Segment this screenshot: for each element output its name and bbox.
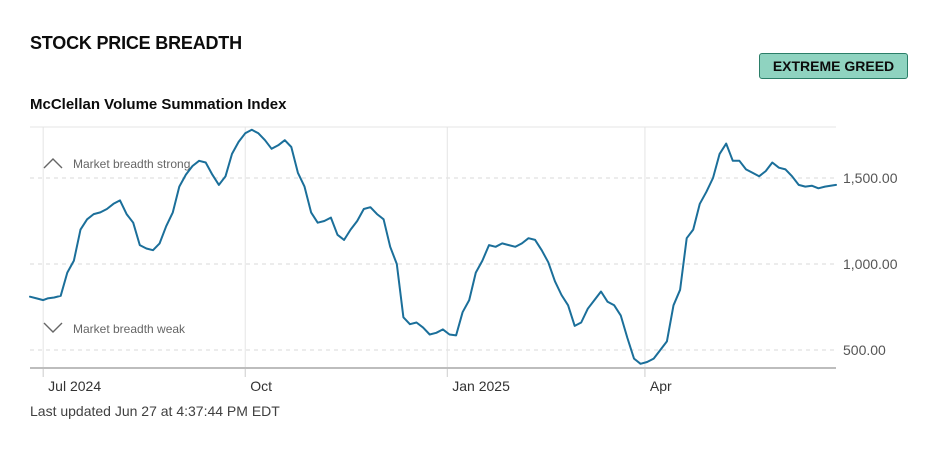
rating-badge: EXTREME GREED bbox=[759, 53, 908, 79]
chevron-down-icon bbox=[43, 322, 63, 333]
series-layer bbox=[29, 128, 837, 365]
y-tick-label: 1,500.00 bbox=[843, 170, 898, 186]
axis-layer: 500.00 1,000.00 1,500.00 Jul 2024 Oct Jan 202… bbox=[30, 170, 898, 394]
series-line bbox=[29, 128, 837, 365]
y-tick-label: 500.00 bbox=[843, 342, 886, 358]
last-updated-text: Last updated Jun 27 at 4:37:44 PM EDT bbox=[30, 403, 280, 419]
x-tick-label: Apr bbox=[650, 378, 672, 394]
x-tick-label: Oct bbox=[250, 378, 272, 394]
x-tick-label: Jul 2024 bbox=[48, 378, 101, 394]
section-title: STOCK PRICE BREADTH bbox=[30, 33, 242, 53]
x-tick-label: Jan 2025 bbox=[452, 378, 510, 394]
chevron-up-icon bbox=[43, 158, 63, 169]
chart-title: McClellan Volume Summation Index bbox=[30, 96, 287, 113]
y-tick-label: 1,000.00 bbox=[843, 256, 898, 272]
annotation-layer: Market breadth strong Market breadth weak bbox=[43, 157, 190, 336]
annotation-strong-label: Market breadth strong bbox=[73, 157, 190, 171]
grid-layer bbox=[30, 126, 836, 368]
annotation-weak-label: Market breadth weak bbox=[73, 322, 186, 336]
